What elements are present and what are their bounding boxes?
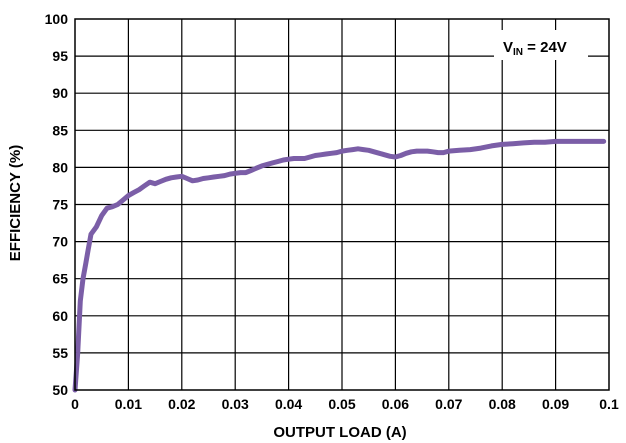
x-tick-label: 0.07 [435, 396, 462, 412]
x-tick-label: 0.08 [489, 396, 516, 412]
y-tick-label: 55 [52, 345, 68, 361]
efficiency-curve [72, 138, 607, 393]
y-tick-label: 70 [52, 234, 68, 250]
y-axis-label: EFFICIENCY (%) [7, 145, 24, 261]
y-tick-label: 85 [52, 122, 68, 138]
y-tick-label: 95 [52, 48, 68, 64]
x-tick-label: 0.02 [168, 396, 195, 412]
grid-lines [75, 19, 609, 390]
annotation-vin: VIN = 24V [503, 39, 567, 58]
x-tick-label: 0.1 [599, 396, 619, 412]
x-tick-label: 0.01 [115, 396, 142, 412]
y-tick-label: 80 [52, 159, 68, 175]
annotation-box [494, 30, 588, 60]
x-tick-label: 0.04 [275, 396, 302, 412]
x-tick-label: 0.09 [542, 396, 569, 412]
y-tick-label: 50 [52, 382, 68, 398]
y-tick-label: 100 [45, 11, 69, 27]
plot-frame [74, 18, 610, 391]
annotation-rest: = 24V [523, 39, 567, 56]
x-tick-labels: 0 0.01 0.02 0.03 0.04 0.05 0.06 0.07 0.08 0.09 0.1 [71, 396, 619, 412]
y-tick-label: 65 [52, 271, 68, 287]
x-axis-label: OUTPUT LOAD (A) [273, 424, 406, 441]
x-tick-label: 0.03 [222, 396, 249, 412]
x-tick-label: 0.05 [328, 396, 355, 412]
y-tick-labels: 50 55 60 65 70 75 80 85 90 95 100 [45, 11, 69, 398]
annotation-v: V [503, 39, 513, 56]
y-tick-label: 60 [52, 308, 68, 324]
x-tick-label: 0.06 [382, 396, 409, 412]
y-tick-label: 75 [52, 197, 68, 213]
x-tick-label: 0 [71, 396, 79, 412]
annotation-sub: IN [513, 47, 523, 58]
y-tick-label: 90 [52, 85, 68, 101]
